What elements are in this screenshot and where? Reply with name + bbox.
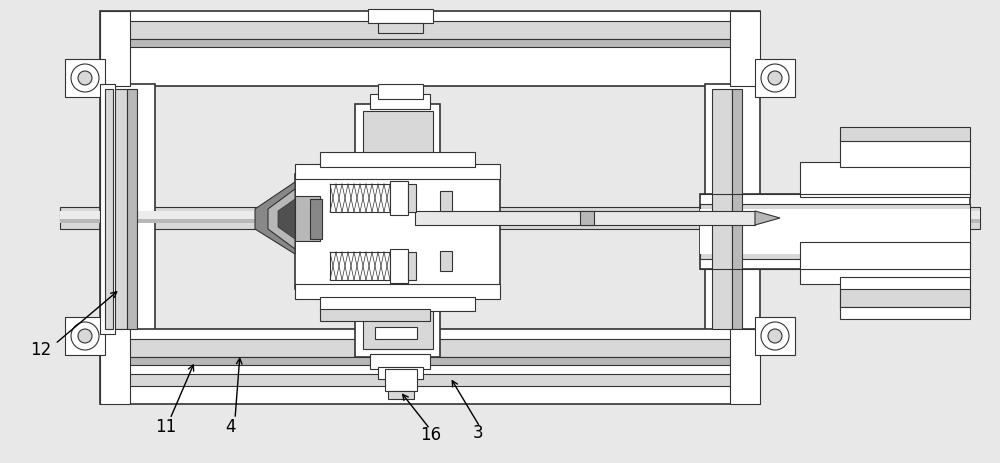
Circle shape bbox=[761, 322, 789, 350]
Bar bbox=[840, 128, 970, 142]
Bar bbox=[408, 185, 416, 213]
Polygon shape bbox=[268, 189, 295, 250]
Text: 16: 16 bbox=[420, 425, 441, 443]
Bar bbox=[700, 210, 970, 255]
Text: 3: 3 bbox=[473, 423, 484, 441]
Bar bbox=[320, 297, 475, 311]
Circle shape bbox=[71, 322, 99, 350]
Bar bbox=[105, 40, 755, 48]
Bar bbox=[840, 277, 970, 309]
Bar bbox=[100, 329, 130, 404]
Circle shape bbox=[768, 72, 782, 86]
Bar bbox=[370, 354, 430, 369]
Bar bbox=[370, 95, 430, 110]
Bar bbox=[100, 85, 155, 334]
Bar bbox=[390, 250, 408, 283]
Bar bbox=[295, 197, 320, 242]
Polygon shape bbox=[278, 200, 295, 239]
Bar bbox=[107, 90, 127, 329]
Bar bbox=[700, 205, 970, 259]
Bar bbox=[105, 374, 755, 386]
Bar bbox=[100, 12, 130, 87]
Bar bbox=[105, 357, 755, 365]
Bar bbox=[295, 165, 500, 180]
Bar bbox=[415, 212, 755, 225]
Bar bbox=[388, 391, 414, 399]
Bar bbox=[105, 22, 755, 40]
Polygon shape bbox=[755, 212, 780, 225]
Circle shape bbox=[761, 65, 789, 93]
Bar bbox=[355, 105, 440, 210]
Bar bbox=[100, 85, 115, 334]
Circle shape bbox=[71, 65, 99, 93]
Bar bbox=[730, 12, 760, 87]
Bar bbox=[60, 219, 980, 224]
Bar bbox=[732, 90, 742, 329]
Bar bbox=[755, 317, 795, 355]
Bar bbox=[440, 192, 452, 212]
Bar bbox=[363, 112, 433, 201]
Bar bbox=[363, 264, 433, 349]
Text: 11: 11 bbox=[155, 417, 176, 435]
Bar bbox=[390, 181, 408, 216]
Bar bbox=[330, 252, 390, 281]
Bar bbox=[100, 329, 760, 404]
Bar bbox=[368, 10, 433, 24]
Bar bbox=[705, 85, 760, 334]
Bar bbox=[730, 329, 760, 404]
Bar bbox=[800, 243, 970, 284]
Bar bbox=[378, 367, 423, 379]
Bar bbox=[330, 185, 390, 213]
Bar bbox=[840, 140, 970, 168]
Circle shape bbox=[768, 329, 782, 343]
Bar bbox=[385, 369, 417, 391]
Bar bbox=[712, 90, 732, 329]
Bar bbox=[100, 12, 760, 87]
Bar bbox=[65, 60, 105, 98]
Bar bbox=[60, 212, 980, 219]
Circle shape bbox=[78, 329, 92, 343]
Bar bbox=[105, 339, 755, 357]
Bar bbox=[378, 85, 423, 100]
Bar bbox=[375, 327, 417, 339]
Bar bbox=[65, 317, 105, 355]
Bar bbox=[378, 24, 423, 34]
Bar bbox=[355, 257, 440, 357]
Text: 12: 12 bbox=[30, 340, 51, 358]
Bar bbox=[295, 175, 500, 289]
Bar bbox=[800, 163, 970, 198]
Text: 4: 4 bbox=[225, 417, 236, 435]
Bar bbox=[295, 284, 500, 300]
Bar bbox=[310, 200, 322, 239]
Bar bbox=[60, 207, 980, 230]
Bar bbox=[755, 60, 795, 98]
Circle shape bbox=[78, 72, 92, 86]
Bar bbox=[105, 90, 113, 329]
Polygon shape bbox=[255, 182, 295, 255]
Bar bbox=[320, 153, 475, 168]
Bar bbox=[700, 194, 970, 269]
Bar bbox=[320, 309, 430, 321]
Bar bbox=[408, 252, 416, 281]
Bar bbox=[580, 212, 594, 225]
Bar bbox=[127, 90, 137, 329]
Bar bbox=[440, 251, 452, 271]
Bar bbox=[840, 289, 970, 307]
Bar bbox=[840, 307, 970, 319]
